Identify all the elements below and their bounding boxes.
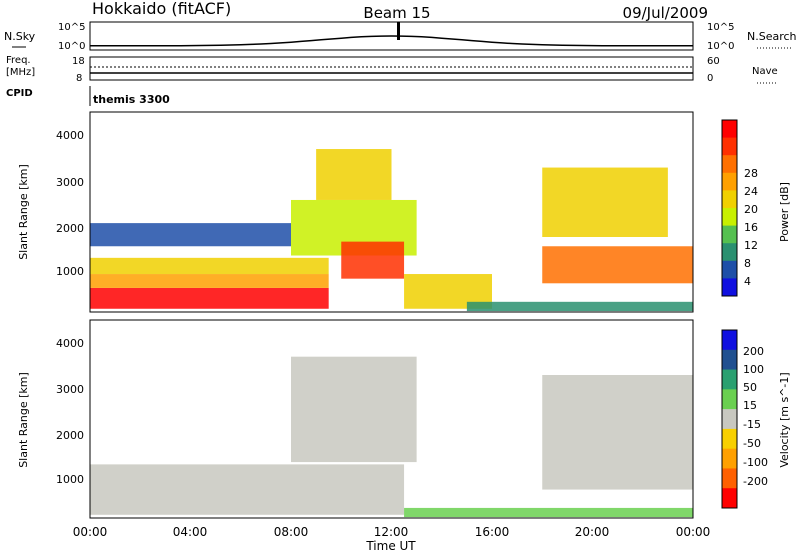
- power-region-5: [316, 149, 392, 200]
- power-colorbar: [722, 120, 737, 297]
- power-cbar-swatch-5: [722, 208, 737, 227]
- cpid-label: CPID: [6, 88, 33, 99]
- power-region-2: [90, 257, 329, 275]
- power-cbar-tick-16: 16: [744, 221, 758, 234]
- freq-label: Freq.: [6, 55, 31, 66]
- xtick-0800: 08:00: [274, 525, 309, 539]
- vel-cbar-tick-200: 200: [743, 345, 764, 358]
- xtick-2000: 20:00: [575, 525, 610, 539]
- power-cbar-swatch-2: [722, 155, 737, 174]
- power-ylabel: Slant Range [km]: [17, 164, 30, 260]
- power-ytick-3000: 3000: [56, 176, 84, 189]
- xtick-2400: 00:00: [676, 525, 711, 539]
- vel-cbar-tick-neg50: -50: [743, 437, 761, 450]
- velocity-ytick-1000: 1000: [56, 473, 84, 486]
- vel-cbar-swatch-2: [722, 369, 737, 390]
- xtick-1200: 12:00: [374, 525, 409, 539]
- power-region-3: [90, 223, 291, 247]
- vel-cbar-swatch-1: [722, 349, 737, 371]
- power-colorbar-label: Power [dB]: [778, 182, 791, 242]
- vel-cbar-swatch-7: [722, 468, 737, 489]
- power-region-6: [341, 241, 405, 279]
- vel-cbar-swatch-5: [722, 428, 737, 450]
- velocity-panel-frame: [89, 319, 694, 519]
- power-cbar-swatch-8: [722, 260, 737, 279]
- cpid-value: themis 3300: [93, 93, 170, 106]
- power-panel-frame: [89, 111, 694, 313]
- vel-cbar-tick-50: 50: [743, 381, 757, 394]
- power-ytick-1000: 1000: [56, 265, 84, 278]
- power-cbar-swatch-7: [722, 243, 737, 262]
- power-region-8: [466, 301, 693, 312]
- xtick-1600: 16:00: [475, 525, 510, 539]
- freq-panel-frame: [89, 56, 694, 81]
- vel-cbar-swatch-6: [722, 448, 737, 469]
- xtick-0000: 00:00: [73, 525, 108, 539]
- freq-tick-bottom: 8: [76, 73, 82, 84]
- velocity-region-1: [291, 356, 417, 463]
- noise-left-tick-bottom: 10^0: [58, 41, 85, 52]
- xtick-0400: 04:00: [173, 525, 208, 539]
- velocity-region-0: [90, 464, 405, 515]
- power-cbar-tick-12: 12: [744, 239, 758, 252]
- power-region-10: [542, 167, 668, 237]
- power-region-0: [90, 287, 329, 309]
- noise-spike: [397, 22, 400, 40]
- power-ytick-4000: 4000: [56, 129, 84, 142]
- power-cbar-swatch-0: [722, 120, 737, 139]
- velocity-region-2: [404, 507, 693, 518]
- freq-unit: [MHz]: [6, 67, 35, 78]
- vel-cbar-swatch-8: [722, 488, 737, 509]
- beam-label: Beam 15: [363, 4, 430, 22]
- noise-right-tick-top: 10^5: [707, 22, 734, 33]
- noise-right-tick-bottom: 10^0: [707, 41, 734, 52]
- freq-tick-top: 18: [72, 56, 85, 67]
- nave-tick-bottom: 0: [707, 73, 713, 84]
- power-cbar-swatch-6: [722, 225, 737, 244]
- vel-cbar-swatch-0: [722, 330, 737, 351]
- velocity-ytick-3000: 3000: [56, 383, 84, 396]
- vel-cbar-swatch-4: [722, 409, 737, 430]
- velocity-ylabel: Slant Range [km]: [17, 372, 30, 468]
- velocity-heatmap: [90, 356, 693, 518]
- power-cbar-swatch-9: [722, 278, 737, 297]
- power-heatmap: [90, 149, 693, 312]
- velocity-region-3: [542, 375, 693, 490]
- power-ytick-2000: 2000: [56, 222, 84, 235]
- velocity-ytick-2000: 2000: [56, 429, 84, 442]
- power-cbar-swatch-4: [722, 190, 737, 209]
- power-cbar-tick-4: 4: [744, 275, 751, 288]
- vel-cbar-tick-neg15: -15: [743, 418, 761, 431]
- vel-cbar-tick-neg200: -200: [743, 475, 768, 488]
- velocity-ytick-4000: 4000: [56, 337, 84, 350]
- power-region-9: [542, 246, 693, 284]
- power-cbar-tick-28: 28: [744, 167, 758, 180]
- noise-panel-frame: [89, 21, 694, 51]
- noise-trace: [90, 35, 693, 47]
- nsky-label: N.Sky: [4, 30, 36, 43]
- power-region-1: [90, 274, 329, 288]
- noise-left-tick-top: 10^5: [58, 22, 85, 33]
- vel-cbar-tick-neg100: -100: [743, 456, 768, 469]
- vel-cbar-tick-100: 100: [743, 363, 764, 376]
- station-title: Hokkaido (fitACF): [92, 0, 231, 18]
- nave-label: Nave: [752, 66, 778, 77]
- nave-tick-top: 60: [707, 56, 720, 67]
- velocity-colorbar-frame: [721, 329, 738, 509]
- vel-cbar-tick-15: 15: [743, 399, 757, 412]
- vel-cbar-swatch-3: [722, 389, 737, 410]
- xaxis-label: Time UT: [365, 539, 416, 553]
- velocity-colorbar-label: Velocity [m s^-1]: [778, 372, 791, 467]
- power-cbar-tick-24: 24: [744, 185, 758, 198]
- power-cbar-tick-8: 8: [744, 257, 751, 270]
- date-label: 09/Jul/2009: [623, 4, 708, 22]
- power-colorbar-frame: [721, 119, 738, 297]
- power-cbar-tick-20: 20: [744, 203, 758, 216]
- velocity-colorbar: [722, 330, 737, 509]
- nsearch-label: N.Search: [747, 30, 797, 43]
- power-cbar-swatch-3: [722, 172, 737, 191]
- power-cbar-swatch-1: [722, 137, 737, 156]
